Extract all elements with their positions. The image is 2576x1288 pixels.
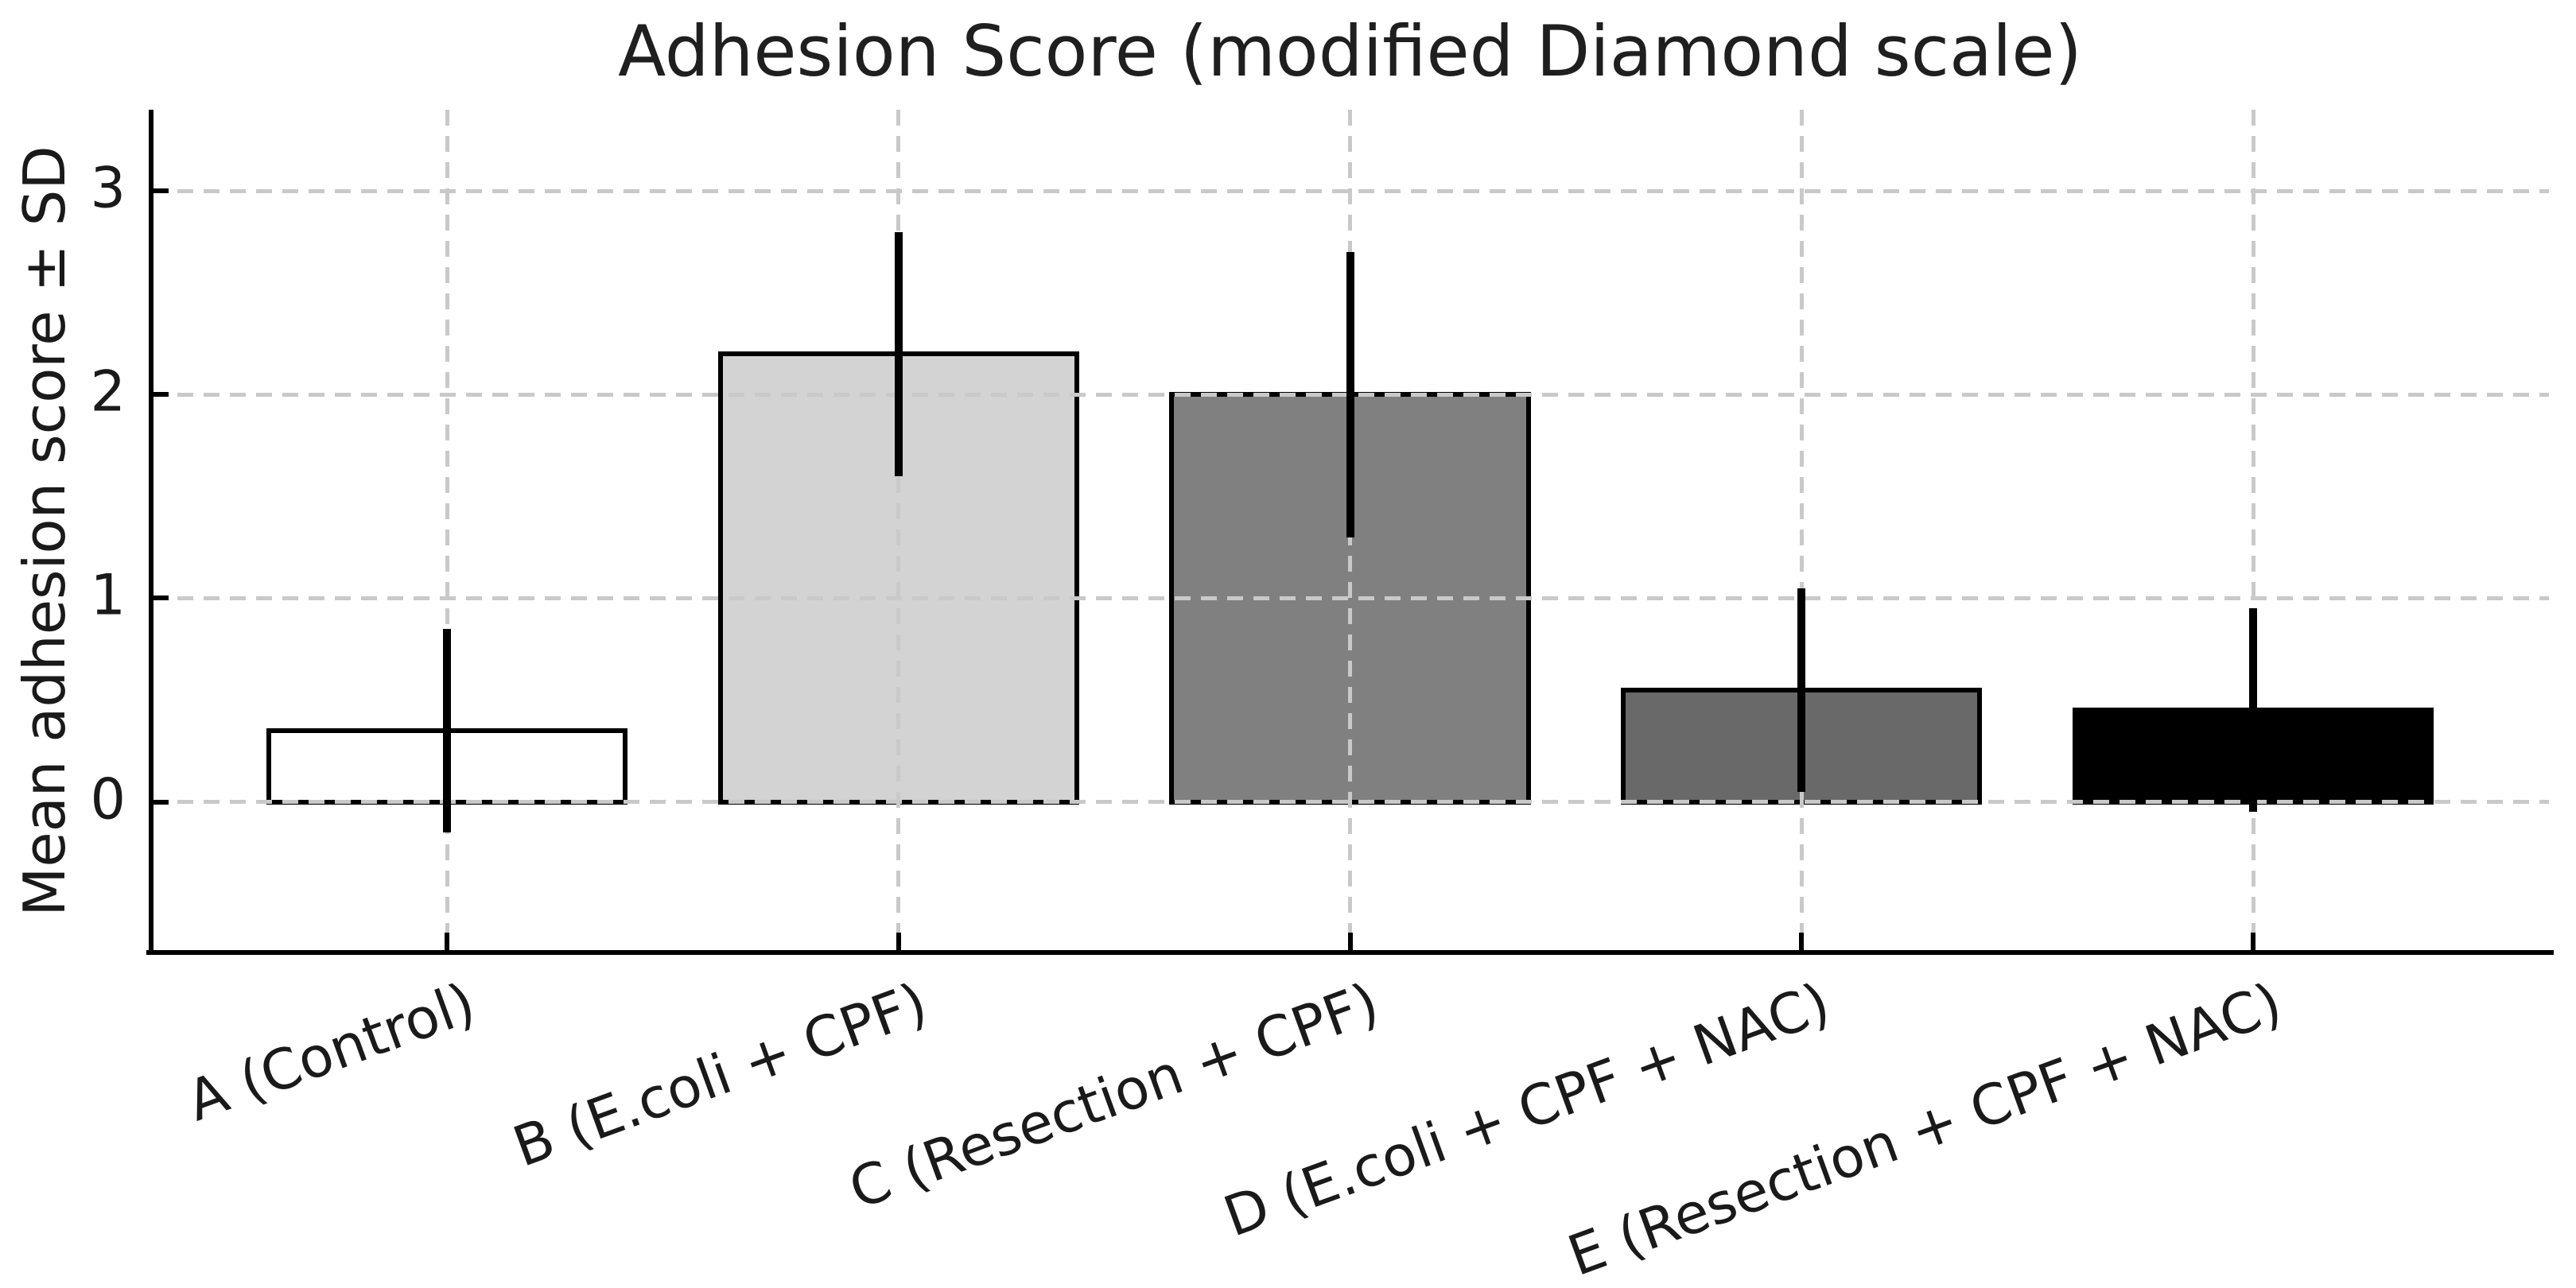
y-tick-label: 1 — [90, 563, 126, 629]
gridline-vertical — [2251, 110, 2255, 952]
x-tick-label: E (Resection + CPF + NAC) — [1559, 970, 2290, 1288]
y-axis-spine — [149, 110, 153, 955]
gridline-vertical — [896, 110, 901, 952]
x-tick-label: A (Control) — [178, 970, 484, 1135]
y-tick-mark — [151, 188, 169, 194]
x-tick-mark — [2251, 933, 2255, 950]
y-tick-label: 2 — [90, 359, 126, 425]
x-tick-mark — [896, 933, 901, 950]
error-bar — [1797, 588, 1806, 792]
y-tick-label: 3 — [90, 156, 126, 222]
y-tick-mark — [151, 392, 169, 398]
x-axis-spine — [146, 950, 2554, 955]
x-tick-mark — [445, 933, 449, 950]
x-tick-mark — [1347, 933, 1353, 950]
error-bar — [894, 231, 903, 476]
error-bar — [443, 628, 451, 832]
error-bar — [2249, 608, 2257, 813]
chart-title: Adhesion Score (modified Diamond scale) — [618, 10, 2082, 92]
plot-area — [146, 110, 2554, 955]
error-bar — [1346, 252, 1354, 537]
x-tick-label: B (E.coli + CPF) — [504, 970, 935, 1180]
gridline-vertical — [1799, 110, 1804, 952]
y-axis-label: Mean adhesion score ± SD — [11, 145, 78, 917]
gridline-vertical — [445, 110, 449, 952]
x-tick-mark — [1799, 933, 1805, 950]
y-tick-mark — [151, 596, 169, 601]
y-tick-mark — [151, 799, 169, 805]
y-tick-label: 0 — [90, 766, 126, 832]
